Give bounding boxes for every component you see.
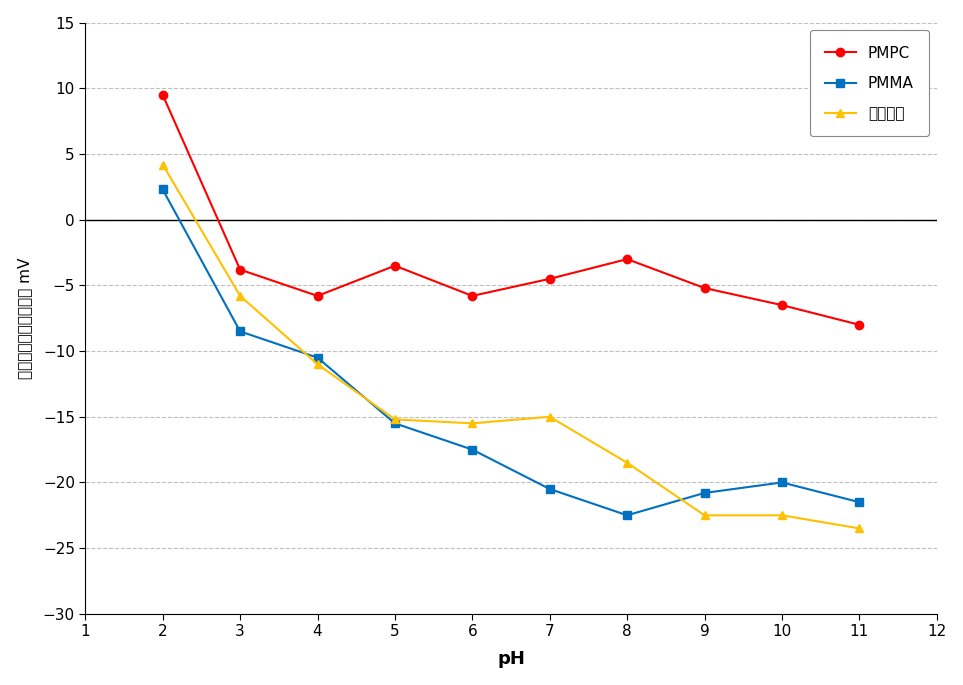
PMMA: [466, 445, 478, 453]
テフロン: [389, 415, 401, 423]
Line: PMPC: PMPC: [159, 90, 864, 329]
Legend: PMPC, PMMA, テフロン: PMPC, PMMA, テフロン: [810, 30, 929, 136]
PMMA: [699, 489, 711, 497]
テフロン: [312, 360, 324, 369]
テフロン: [466, 419, 478, 427]
PMMA: [157, 186, 169, 194]
PMPC: [853, 321, 865, 329]
テフロン: [234, 292, 246, 300]
X-axis label: pH: pH: [497, 650, 525, 669]
PMMA: [621, 511, 633, 519]
PMPC: [234, 266, 246, 274]
PMMA: [312, 353, 324, 362]
PMPC: [466, 292, 478, 300]
テフロン: [544, 412, 556, 421]
PMPC: [157, 91, 169, 99]
テフロン: [621, 459, 633, 467]
PMPC: [776, 301, 788, 309]
テフロン: [776, 511, 788, 519]
PMPC: [544, 275, 556, 283]
テフロン: [157, 160, 169, 169]
テフロン: [699, 511, 711, 519]
PMMA: [389, 419, 401, 427]
PMPC: [389, 262, 401, 270]
Line: テフロン: テフロン: [159, 160, 864, 532]
Line: PMMA: PMMA: [159, 186, 864, 519]
PMMA: [544, 485, 556, 493]
PMPC: [699, 284, 711, 292]
PMMA: [776, 478, 788, 486]
PMMA: [234, 327, 246, 336]
テフロン: [853, 524, 865, 532]
PMPC: [312, 292, 324, 300]
Y-axis label: 固体表面ゼータ電位／ mV: 固体表面ゼータ電位／ mV: [16, 258, 32, 379]
PMPC: [621, 255, 633, 263]
PMMA: [853, 498, 865, 506]
